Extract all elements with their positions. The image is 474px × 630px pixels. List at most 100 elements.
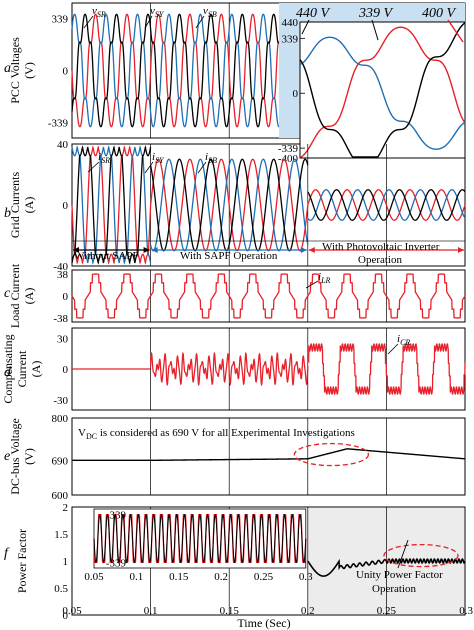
annotation-with-sapf: With SAPF Operation (180, 250, 278, 262)
annotation-i-sb: iSB (197, 151, 217, 174)
ylabel-load-current: Load Current(A) (8, 263, 36, 328)
series-v-sy (71, 13, 309, 128)
panel-c-load-current: 38 0 -38 (53, 269, 466, 325)
annotation-unity-pf-line1: Unity Power Factor (356, 569, 443, 581)
annotation-v-sr: vSR (83, 5, 106, 29)
pf-inset-ytick-1: -339 (106, 557, 127, 569)
svg-text:vSR: vSR (92, 5, 106, 19)
annotation-with-pv-line1: With Photovoltaic Inverter (322, 241, 440, 253)
series-v-dc (72, 448, 466, 462)
ylabel-power-factor: Power Factor (15, 529, 29, 593)
ytick-a-2: -339 (48, 118, 69, 130)
ytick-d-1: 0 (63, 364, 69, 376)
annotation-i-lr: iLR (305, 271, 331, 289)
panel-frame-e (71, 417, 466, 496)
arrow-without-sapf-head-l (73, 247, 79, 253)
panel-letter-a: a (4, 61, 11, 76)
inset-arrow-440v (301, 19, 310, 35)
panel-letter-e: e (4, 449, 10, 464)
series-i-sr-seg2 (307, 189, 466, 221)
inset-label-440v: 440 V (296, 6, 331, 21)
ylabel-compensating-current: CompensatingCurrent(A) (1, 334, 43, 403)
ytick-b-2: -40 (53, 261, 68, 273)
ytick-f-4: 0 (63, 610, 69, 622)
pf-inset-xtick-2: 0.15 (169, 571, 189, 583)
svg-text:iSB: iSB (205, 151, 217, 165)
inset-series-1 (299, 36, 466, 150)
pf-inset-voltage (93, 513, 307, 564)
series-i-sy-seg2 (307, 189, 466, 221)
arrow-without-sapf-head-r (143, 247, 150, 253)
ytick-e-2: 600 (52, 490, 69, 502)
mode-strip (71, 240, 466, 267)
pf-inset-xtick-5: 0.3 (299, 571, 313, 583)
ylabel-pcc-voltages: PCC Voltages(V) (8, 37, 36, 104)
xtick-4: 0.25 (377, 605, 397, 617)
pf-inset-xtick-1: 0.1 (129, 571, 143, 583)
pf-inset-ytick-0: 339 (110, 510, 127, 522)
x-axis-label: Time (Sec) (237, 616, 290, 630)
annotation-i-sr: iSR (87, 151, 110, 173)
arrow-with-sapf-head-l (151, 247, 158, 253)
annotation-v-sb: vSB (195, 5, 217, 29)
xtick-2: 0.15 (220, 605, 240, 617)
annotation-with-pv-line2: Operation (358, 254, 402, 266)
x-axis-ticks: 0.05 0.1 0.15 0.2 0.25 0.3 (62, 605, 473, 617)
ytick-f-0: 2 (63, 502, 69, 514)
pf-inset-xtick-4: 0.25 (254, 571, 274, 583)
xtick-0: 0.05 (62, 605, 82, 617)
panel-e-dc-bus-voltage: 800 690 600 (52, 413, 466, 502)
svg-text:iLR: iLR (318, 271, 331, 285)
inset-ytick-3: -339 (278, 143, 299, 155)
ytick-f-3: 0.5 (54, 583, 68, 595)
ytick-d-2: -30 (53, 395, 68, 407)
annotation-i-sy: iSY (144, 151, 165, 174)
arrow-unity-pf (397, 539, 409, 569)
series-v-sr (71, 13, 309, 128)
series-i-sb-seg0 (71, 145, 152, 265)
arrow-with-pv-head-l (308, 247, 315, 253)
ytick-a-0: 339 (52, 13, 69, 25)
ytick-c-1: 0 (63, 291, 69, 303)
series-i-sb-seg1 (149, 158, 309, 252)
series-i-cr-seg2 (307, 342, 466, 396)
ytick-b-0: 40 (57, 139, 69, 151)
highlight-ellipse-vdc (293, 442, 370, 467)
panel-b-grid-currents: 40 0 -40 (53, 139, 466, 273)
series-power-factor (307, 558, 466, 577)
ytick-f-2: 1 (63, 556, 69, 568)
ytick-a-1: 0 (63, 66, 69, 78)
xtick-1: 0.1 (144, 605, 158, 617)
ytick-b-1: 0 (63, 200, 69, 212)
inset-arrow-339v (371, 19, 379, 41)
inset-label-339v: 339 V (358, 6, 394, 21)
svg-text:iSR: iSR (98, 151, 110, 165)
inset-ytick-1: 339 (282, 33, 299, 45)
inset-ytick-0: 440 (282, 17, 299, 29)
svg-text:iSY: iSY (152, 151, 165, 165)
pf-inset-xtick-3: 0.2 (214, 571, 228, 583)
panel-d-compensating-current: 30 0 -30 (53, 328, 466, 410)
annotation-vdc-note: VDC is considered as 690 V for all Exper… (78, 427, 355, 441)
series-i-cr-seg1 (149, 351, 309, 387)
ylabel-grid-currents: Grid Currents(A) (8, 172, 36, 239)
ytick-c-2: -38 (53, 313, 68, 325)
series-i-lr (71, 273, 466, 319)
pf-inset-xtick-0: 0.05 (84, 571, 104, 583)
inset-label-400v: 400 V (422, 6, 457, 21)
annotation-without-sapf: Without SAPF (74, 250, 139, 262)
highlight-ellipse-pf (383, 543, 459, 568)
panel-letter-f: f (4, 546, 10, 561)
panel-letter-c: c (4, 286, 11, 301)
panel-letter-b: b (4, 206, 11, 221)
series-i-sb-seg2 (307, 189, 466, 221)
svg-text:vSB: vSB (203, 5, 217, 19)
annotation-v-sy: vSY (144, 5, 165, 29)
inset-series-2 (299, 22, 466, 158)
ytick-e-0: 800 (52, 413, 69, 425)
svg-text:iCR: iCR (397, 333, 410, 347)
ytick-e-1: 690 (52, 455, 69, 467)
